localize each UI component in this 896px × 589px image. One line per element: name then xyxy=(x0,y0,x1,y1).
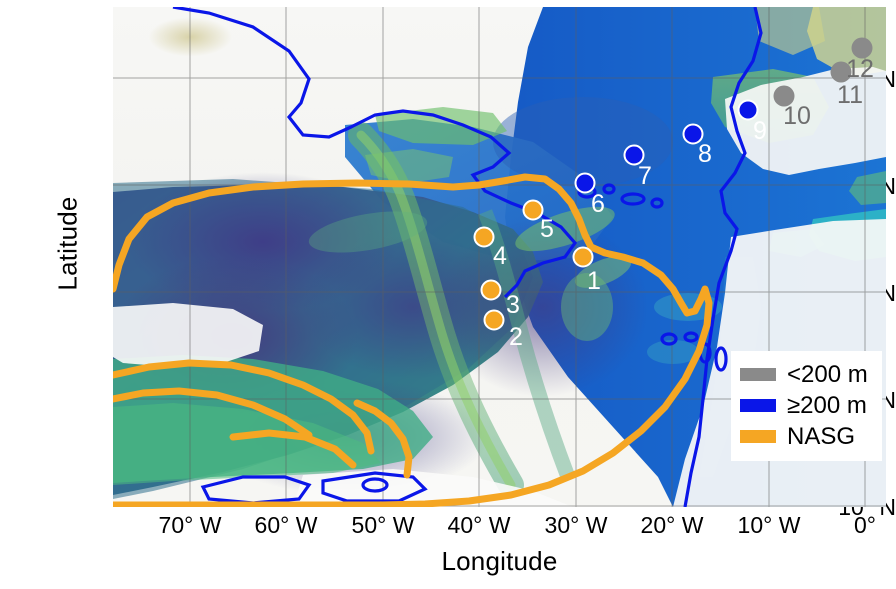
station-label-5: 5 xyxy=(540,215,554,243)
station-label-10: 10 xyxy=(783,102,811,130)
station-marker-3[interactable] xyxy=(480,279,502,301)
x-tick-label-70: 70° W xyxy=(158,512,222,538)
station-label-4: 4 xyxy=(493,242,507,270)
x-tick-label-40: 40° W xyxy=(447,512,511,538)
map-canvas[interactable]: 1 2 3 4 5 6 7 8 9 10 11 12 xyxy=(113,7,886,507)
station-label-1: 1 xyxy=(587,267,601,295)
x-tick-label-50: 50° W xyxy=(351,512,415,538)
map-legend: <200 m ≥200 m NASG xyxy=(731,351,882,461)
x-tick-label-10: 10° W xyxy=(737,512,801,538)
station-label-9: 9 xyxy=(753,117,767,145)
x-axis-label: Longitude xyxy=(441,546,558,576)
legend-item-nasg-boundary: NASG xyxy=(740,421,873,452)
deep-water-contour xyxy=(172,7,763,507)
legend-swatch-deep-water xyxy=(740,399,776,412)
station-label-12: 12 xyxy=(846,55,874,83)
station-marker-8[interactable] xyxy=(682,123,704,145)
legend-item-deep-water: ≥200 m xyxy=(740,390,873,421)
station-marker-5[interactable] xyxy=(522,199,544,221)
station-marker-11[interactable] xyxy=(830,61,852,83)
x-tick-label-60: 60° W xyxy=(254,512,318,538)
station-label-3: 3 xyxy=(506,291,520,319)
x-tick-label-20: 20° W xyxy=(640,512,704,538)
station-label-7: 7 xyxy=(638,162,652,190)
station-label-8: 8 xyxy=(698,140,712,168)
legend-label-deep-water: ≥200 m xyxy=(787,391,867,419)
y-axis-label: Latitude xyxy=(52,196,83,291)
station-marker-1[interactable] xyxy=(572,246,594,268)
station-label-6: 6 xyxy=(591,190,605,218)
legend-label-nasg-boundary: NASG xyxy=(787,422,856,450)
station-marker-12[interactable] xyxy=(851,37,873,59)
x-tick-label-0: 0° xyxy=(854,512,876,538)
legend-label-shelf-shallow: <200 m xyxy=(787,360,868,388)
station-marker-2[interactable] xyxy=(483,309,505,331)
station-marker-9[interactable] xyxy=(737,99,759,121)
station-marker-4[interactable] xyxy=(473,226,495,248)
station-marker-6[interactable] xyxy=(574,172,596,194)
legend-swatch-shelf-shallow xyxy=(740,368,776,381)
legend-item-shelf-shallow: <200 m xyxy=(740,359,873,390)
station-marker-10[interactable] xyxy=(773,85,795,107)
station-marker-7[interactable] xyxy=(623,144,645,166)
x-tick-label-30: 30° W xyxy=(544,512,608,538)
station-label-11: 11 xyxy=(837,81,863,109)
station-label-2: 2 xyxy=(509,323,523,351)
legend-swatch-nasg-boundary xyxy=(740,430,776,443)
nasg-boundary-contour xyxy=(113,173,713,507)
